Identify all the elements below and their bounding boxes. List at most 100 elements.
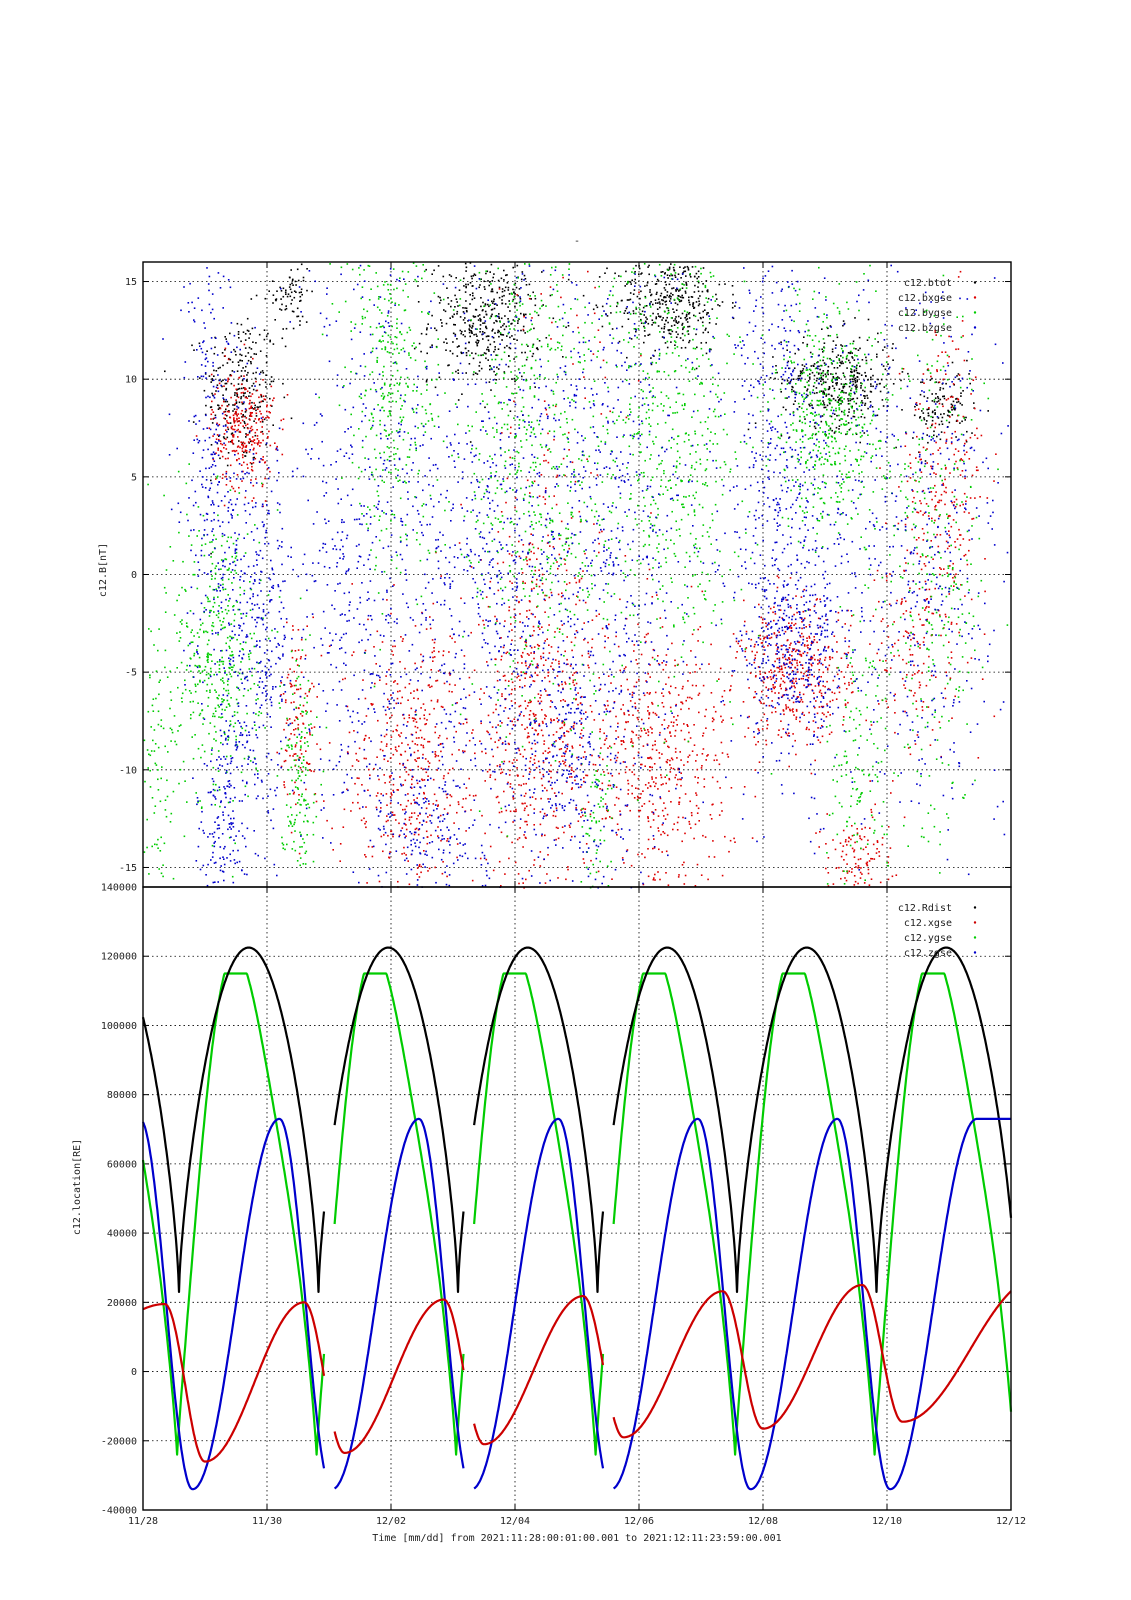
data-point bbox=[668, 283, 671, 286]
data-point bbox=[846, 863, 848, 865]
data-point bbox=[202, 723, 204, 725]
data-point bbox=[281, 453, 284, 456]
data-point bbox=[228, 411, 230, 413]
data-point bbox=[229, 723, 232, 726]
data-point bbox=[508, 300, 510, 302]
data-point bbox=[474, 372, 477, 374]
data-point bbox=[867, 839, 869, 842]
data-point bbox=[624, 748, 627, 750]
data-point bbox=[525, 641, 527, 644]
data-point bbox=[386, 815, 388, 817]
data-point bbox=[807, 647, 809, 649]
data-point bbox=[422, 746, 425, 749]
data-point bbox=[583, 622, 585, 624]
data-point bbox=[190, 544, 193, 546]
data-point bbox=[864, 826, 866, 829]
data-point bbox=[427, 740, 429, 743]
data-point bbox=[684, 290, 687, 293]
data-point bbox=[553, 438, 555, 441]
data-point bbox=[442, 706, 444, 708]
data-point bbox=[966, 563, 969, 566]
data-point bbox=[794, 622, 797, 625]
data-point bbox=[627, 779, 629, 782]
data-point bbox=[956, 538, 959, 540]
data-point bbox=[696, 812, 699, 814]
data-point bbox=[831, 350, 834, 353]
data-point bbox=[847, 398, 849, 400]
data-point bbox=[458, 749, 460, 751]
data-point bbox=[514, 497, 517, 499]
data-point bbox=[496, 746, 499, 749]
data-point bbox=[555, 731, 558, 733]
data-point bbox=[218, 382, 221, 385]
data-point bbox=[456, 811, 458, 814]
data-point bbox=[677, 315, 680, 318]
data-point bbox=[272, 380, 275, 383]
data-point bbox=[644, 729, 646, 731]
data-point bbox=[973, 402, 975, 404]
data-point bbox=[247, 467, 249, 469]
data-point bbox=[590, 472, 592, 474]
data-point bbox=[237, 396, 240, 399]
data-point bbox=[645, 316, 647, 319]
data-point bbox=[885, 700, 888, 703]
data-point bbox=[948, 335, 950, 338]
data-point bbox=[498, 330, 500, 333]
data-point bbox=[434, 731, 436, 734]
data-point bbox=[881, 837, 884, 839]
data-point bbox=[348, 731, 351, 734]
data-point bbox=[575, 630, 578, 632]
data-point bbox=[240, 396, 243, 398]
data-point bbox=[473, 316, 475, 318]
data-point bbox=[518, 555, 521, 558]
data-point bbox=[870, 808, 872, 811]
data-point bbox=[610, 682, 612, 684]
data-point bbox=[487, 605, 490, 608]
data-point bbox=[799, 370, 802, 372]
data-point bbox=[488, 381, 491, 383]
data-point bbox=[563, 735, 566, 737]
data-point bbox=[685, 275, 687, 277]
data-point bbox=[371, 846, 374, 848]
data-point bbox=[201, 670, 204, 672]
data-point bbox=[705, 352, 708, 355]
data-point bbox=[887, 856, 890, 858]
data-point bbox=[479, 324, 482, 326]
data-point bbox=[388, 668, 390, 671]
data-point bbox=[481, 333, 483, 336]
data-point bbox=[320, 654, 323, 657]
data-point bbox=[245, 417, 248, 419]
data-point bbox=[539, 697, 541, 699]
data-point bbox=[311, 682, 313, 685]
data-point bbox=[483, 316, 485, 318]
data-point bbox=[819, 626, 821, 629]
data-point bbox=[821, 328, 823, 330]
data-point bbox=[397, 690, 399, 693]
data-point bbox=[210, 406, 213, 408]
data-points bbox=[143, 262, 1009, 889]
data-point bbox=[810, 365, 813, 367]
data-point bbox=[640, 290, 642, 293]
data-point bbox=[842, 372, 845, 374]
data-point bbox=[536, 558, 538, 560]
data-point bbox=[587, 641, 589, 644]
data-point bbox=[569, 728, 572, 730]
data-point bbox=[509, 456, 511, 459]
data-point bbox=[165, 592, 167, 594]
data-point bbox=[533, 758, 536, 761]
data-point bbox=[418, 737, 420, 739]
data-point bbox=[681, 322, 684, 325]
data-point bbox=[670, 685, 672, 688]
data-point bbox=[469, 294, 471, 296]
data-point bbox=[639, 698, 641, 701]
data-point bbox=[298, 852, 301, 855]
data-point bbox=[567, 325, 570, 327]
data-point bbox=[530, 588, 533, 590]
data-point bbox=[811, 404, 813, 406]
data-point bbox=[740, 639, 743, 642]
data-point bbox=[370, 703, 372, 705]
data-point bbox=[689, 737, 692, 739]
data-point bbox=[245, 436, 247, 438]
data-point bbox=[229, 489, 232, 491]
data-point bbox=[555, 826, 558, 829]
